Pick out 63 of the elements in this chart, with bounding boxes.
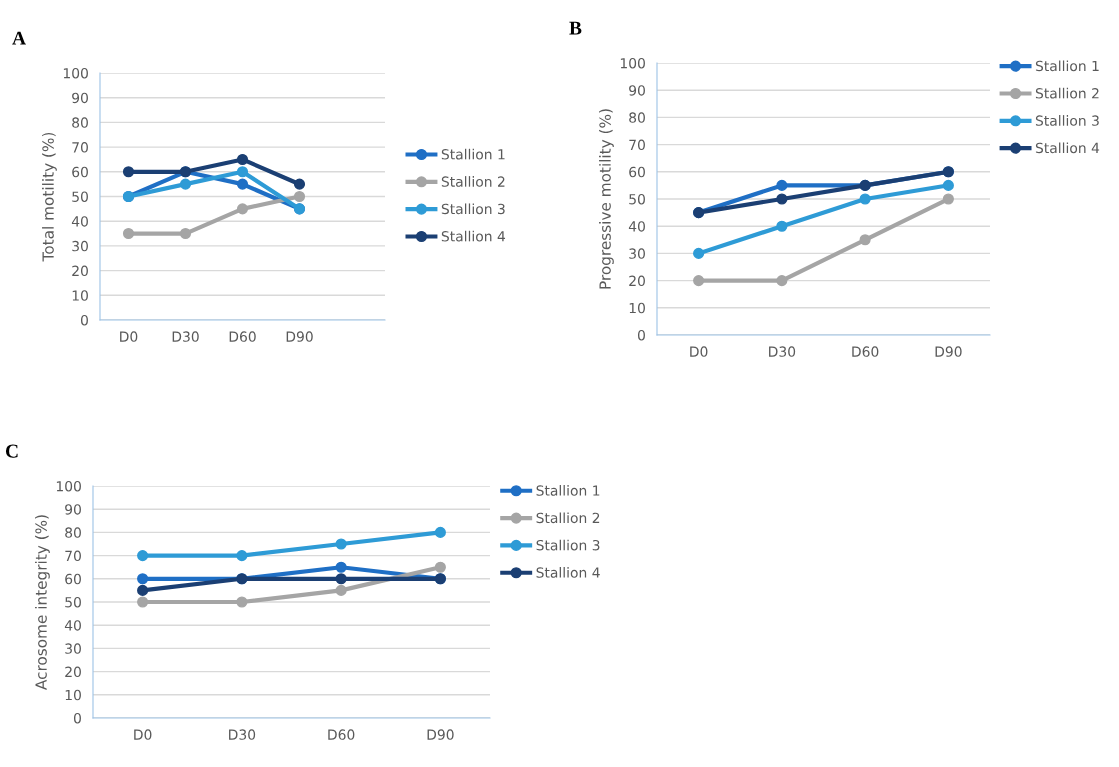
y-tick-label: 20 <box>72 265 88 277</box>
y-tick-label: 100 <box>56 480 81 492</box>
y-axis-title: Acrosome integrity (%) <box>35 515 50 690</box>
y-tick-label: 10 <box>629 302 645 314</box>
y-tick-label: 80 <box>65 527 81 538</box>
legend-label: Stallion 4 <box>1035 142 1100 154</box>
legend-label: Stallion 3 <box>536 539 600 551</box>
x-tick-label: D30 <box>172 331 199 342</box>
y-tick-label: 0 <box>637 329 645 341</box>
y-tick-label: 50 <box>65 596 81 608</box>
x-tick-label: D90 <box>286 331 313 342</box>
x-tick-label: D0 <box>134 729 152 740</box>
x-tick-label: D90 <box>427 729 454 740</box>
y-tick-label: 60 <box>629 166 645 178</box>
chart-title: B <box>569 21 582 35</box>
y-tick-label: 60 <box>65 573 81 585</box>
legend-label: Stallion 1 <box>441 148 505 160</box>
legend-label: Stallion 2 <box>441 176 505 187</box>
y-tick-label: 80 <box>629 112 645 123</box>
y-tick-label: 10 <box>65 689 81 701</box>
legend-label: Stallion 4 <box>536 567 600 578</box>
x-tick-label: D60 <box>852 346 879 357</box>
y-tick-label: 30 <box>72 240 88 252</box>
y-tick-label: 70 <box>65 550 81 562</box>
y-tick-label: 20 <box>629 275 645 287</box>
y-tick-label: 0 <box>73 712 81 724</box>
y-tick-label: 90 <box>65 504 81 515</box>
x-tick-label: D30 <box>229 729 256 740</box>
y-tick-label: 100 <box>63 67 88 79</box>
legend-label: Stallion 2 <box>536 512 600 524</box>
y-tick-label: 100 <box>620 57 645 69</box>
y-tick-label: 10 <box>72 290 88 301</box>
legend-label: Stallion 3 <box>1035 115 1099 126</box>
y-tick-label: 40 <box>71 216 88 227</box>
y-tick-label: 50 <box>629 193 645 205</box>
chart-title: C <box>5 444 18 458</box>
y-tick-label: 90 <box>629 85 645 96</box>
y-tick-label: 40 <box>628 221 645 232</box>
chart-title: A <box>12 31 26 45</box>
y-tick-label: 70 <box>629 139 645 151</box>
legend-label: Stallion 4 <box>441 230 506 242</box>
y-tick-label: 50 <box>72 191 88 202</box>
y-tick-label: 0 <box>80 314 88 326</box>
y-axis-title: Total motility (%) <box>42 132 57 262</box>
x-tick-label: D60 <box>328 729 355 740</box>
y-tick-label: 60 <box>72 166 88 178</box>
y-tick-label: 70 <box>72 142 88 153</box>
x-tick-label: D60 <box>229 331 256 342</box>
legend-label: Stallion 3 <box>441 203 505 215</box>
x-tick-label: D0 <box>690 346 708 357</box>
y-tick-label: 30 <box>629 248 645 259</box>
y-tick-label: 40 <box>64 620 81 631</box>
legend-label: Stallion 1 <box>1035 60 1099 72</box>
y-tick-label: 30 <box>65 643 81 654</box>
x-tick-label: D30 <box>769 346 796 357</box>
y-tick-label: 80 <box>72 117 88 128</box>
x-tick-label: D90 <box>935 346 962 357</box>
y-axis-title: Progressive motility (%) <box>599 109 614 289</box>
legend-label: Stallion 1 <box>536 485 600 496</box>
y-tick-label: 20 <box>65 666 81 678</box>
legend-label: Stallion 2 <box>1035 87 1099 99</box>
x-tick-label: D0 <box>120 331 138 342</box>
y-tick-label: 90 <box>72 92 88 104</box>
